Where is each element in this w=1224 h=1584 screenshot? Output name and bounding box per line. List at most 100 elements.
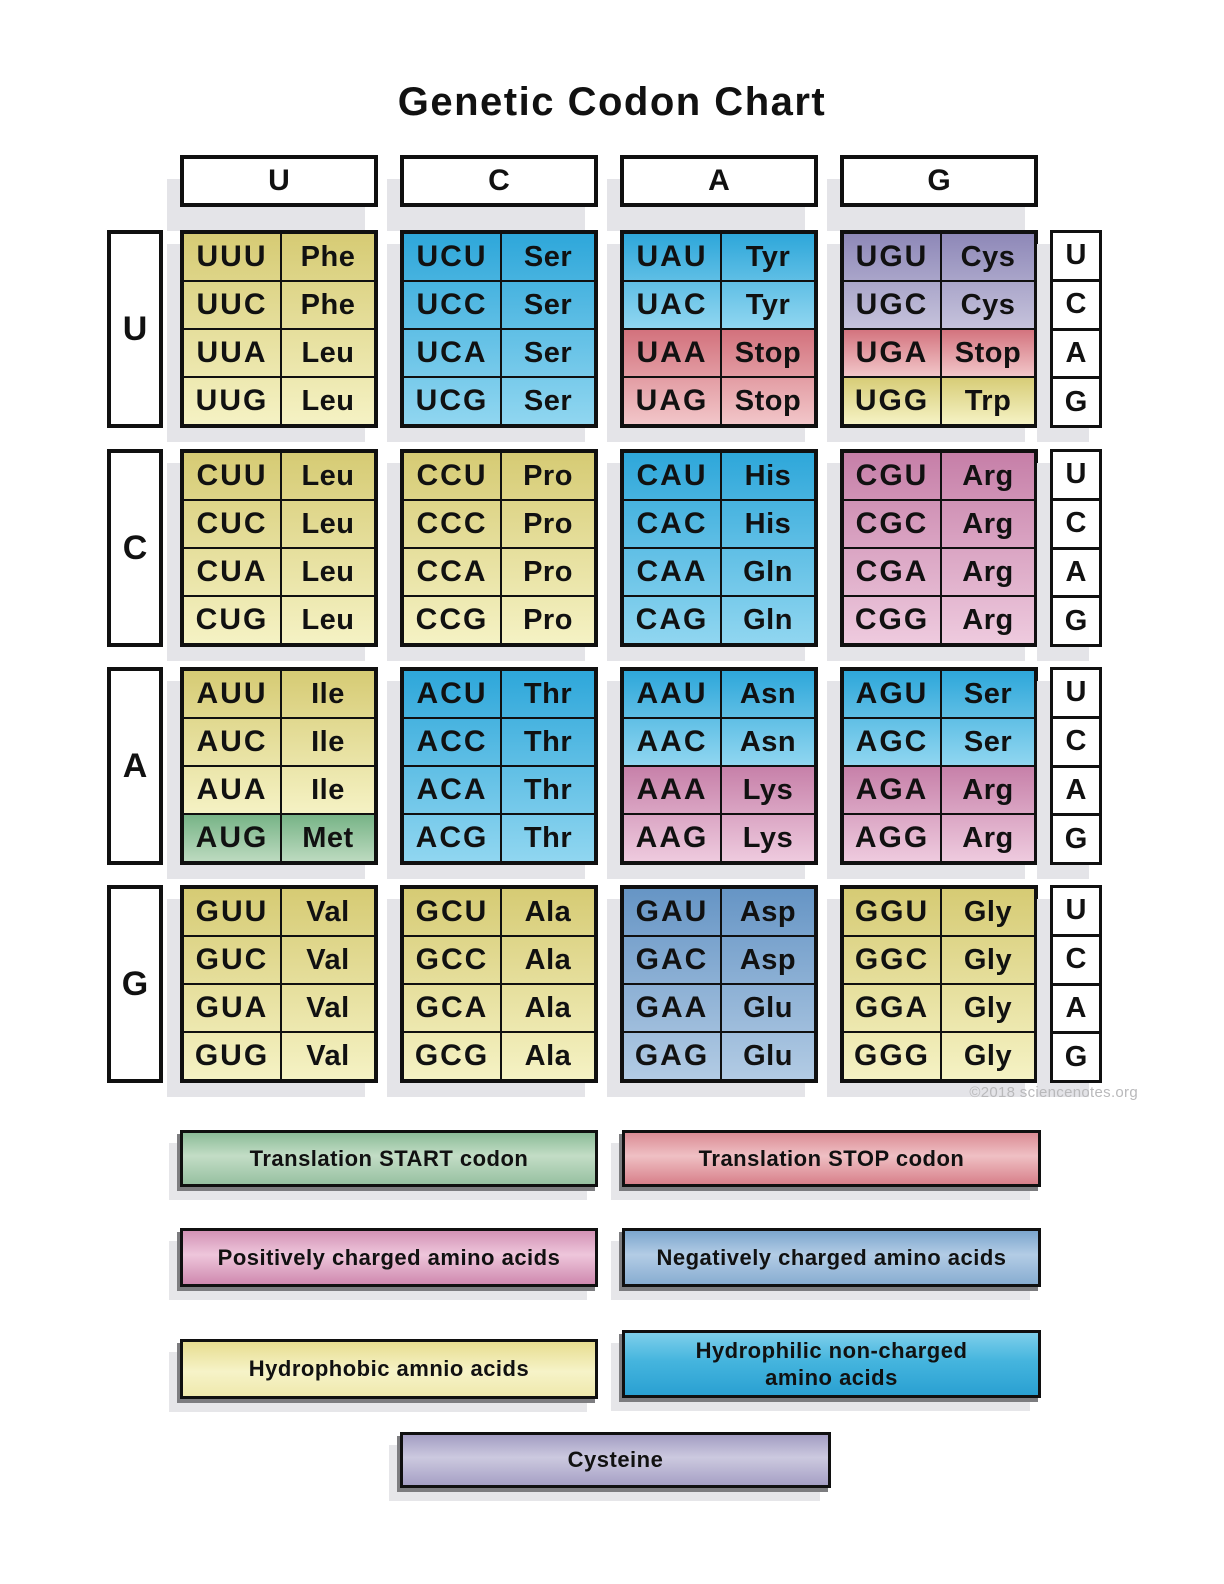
codon-cell: GUU [184, 889, 282, 935]
legend-hydrophilic-non-charged: Hydrophilic non-charged amino acids [622, 1330, 1041, 1398]
codon-row: CUU Leu [184, 453, 374, 499]
amino-acid-cell: Trp [964, 384, 1012, 417]
codon-row: GGA Gly [844, 983, 1034, 1031]
codon-cell: UGG [844, 378, 942, 424]
second-base-header-a: A [620, 155, 818, 207]
color-span-start: AUG Met [184, 813, 374, 861]
codon-cell: GAU [624, 889, 722, 935]
codon-cell: AUC [184, 719, 282, 765]
amino-acid-cell: Arg [962, 773, 1014, 806]
legend-translation-start-codon: Translation START codon [180, 1130, 598, 1187]
amino-acid-cell: Arg [962, 555, 1014, 588]
codon-cell: GAG [624, 1033, 722, 1079]
codon-row: GUU Val [184, 889, 374, 935]
amino-acid-cell: Thr [523, 773, 573, 806]
codon-row: GCC Ala [404, 935, 594, 983]
codon-cell: AAG [624, 815, 722, 861]
amino-acid-cell: Glu [743, 991, 793, 1024]
amino-acid-cell: Ile [311, 725, 345, 758]
amino-acid-cell: Tyr [745, 240, 791, 273]
codon-cell: GCG [404, 1033, 502, 1079]
copyright-watermark: ©2018 sciencenotes.org [969, 1084, 1138, 1101]
codon-cell: AGG [844, 815, 942, 861]
amino-acid-cell: Tyr [745, 288, 791, 321]
codon-row: UCC Ser [404, 280, 594, 328]
codon-cell: UAA [624, 330, 722, 376]
codon-row: GUA Val [184, 983, 374, 1031]
third-base-label: U [1050, 667, 1102, 719]
third-base-label: A [1050, 982, 1102, 1035]
codon-block-GG: GGU Gly GGC Gly GGA Gly GGG Gly [840, 885, 1038, 1083]
codon-row: AAG Lys [624, 813, 814, 861]
codon-cell: GUA [184, 985, 282, 1031]
color-span-hydrophilic: UCU Ser UCC Ser UCA Ser UCG Ser [404, 234, 594, 424]
codon-row: CCA Pro [404, 547, 594, 595]
codon-cell: CAA [624, 549, 722, 595]
codon-cell: CAG [624, 597, 722, 643]
color-span-hydrophobic: CCU Pro CCC Pro CCA Pro CCG Pro [404, 453, 594, 643]
codon-row: UGU Cys [844, 234, 1034, 280]
codon-row: CUG Leu [184, 595, 374, 643]
codon-row: AAU Asn [624, 671, 814, 717]
amino-acid-cell: Leu [301, 459, 355, 492]
color-span-negative: GAU Asp GAC Asp GAA Glu GAG Glu [624, 889, 814, 1079]
codon-cell: GUG [184, 1033, 282, 1079]
color-span-hydrophobic: GUU Val GUC Val GUA Val GUG Val [184, 889, 374, 1079]
codon-row: UUU Phe [184, 234, 374, 280]
codon-cell: CAU [624, 453, 722, 499]
amino-acid-cell: Asn [739, 677, 797, 710]
third-base-label: A [1050, 546, 1102, 599]
codon-row: GCU Ala [404, 889, 594, 935]
amino-acid-cell: Thr [523, 725, 573, 758]
codon-block-CU: CUU Leu CUC Leu CUA Leu CUG Leu [180, 449, 378, 647]
codon-cell: UAC [624, 282, 722, 328]
codon-row: UAU Tyr [624, 234, 814, 280]
amino-acid-cell: Thr [523, 677, 573, 710]
codon-cell: GCC [404, 937, 502, 983]
amino-acid-cell: Val [306, 1039, 350, 1072]
amino-acid-cell: Ser [963, 677, 1013, 710]
codon-row: CAC His [624, 499, 814, 547]
legend-negatively-charged: Negatively charged amino acids [622, 1228, 1041, 1287]
codon-cell: AUG [184, 815, 282, 861]
codon-row: GUC Val [184, 935, 374, 983]
codon-cell: AGC [844, 719, 942, 765]
amino-acid-cell: Gly [963, 991, 1013, 1024]
amino-acid-cell: Pro [523, 555, 573, 588]
codon-row: AGC Ser [844, 717, 1034, 765]
codon-row: UUC Phe [184, 280, 374, 328]
first-base-label-a: A [107, 667, 163, 865]
codon-cell: UUU [184, 234, 282, 280]
codon-row: CCC Pro [404, 499, 594, 547]
codon-cell: AUU [184, 671, 282, 717]
codon-row: ACG Thr [404, 813, 594, 861]
codon-cell: CCU [404, 453, 502, 499]
codon-row: AUC Ile [184, 717, 374, 765]
codon-cell: CUG [184, 597, 282, 643]
codon-block-CC: CCU Pro CCC Pro CCA Pro CCG Pro [400, 449, 598, 647]
codon-row: UAC Tyr [624, 280, 814, 328]
codon-cell: CCG [404, 597, 502, 643]
codon-row: GGG Gly [844, 1031, 1034, 1079]
codon-row: CCG Pro [404, 595, 594, 643]
codon-block-GC: GCU Ala GCC Ala GCA Ala GCG Ala [400, 885, 598, 1083]
codon-row: GGU Gly [844, 889, 1034, 935]
codon-cell: ACG [404, 815, 502, 861]
codon-cell: GGU [844, 889, 942, 935]
color-span-hydrophilic: CAU His CAC His CAA Gln CAG Gln [624, 453, 814, 643]
amino-acid-cell: Leu [301, 507, 355, 540]
color-span-positive: CGU Arg CGC Arg CGA Arg CGG Arg [844, 453, 1034, 643]
codon-cell: GGA [844, 985, 942, 1031]
color-span-hydrophobic: CUU Leu CUC Leu CUA Leu CUG Leu [184, 453, 374, 643]
codon-row: UAA Stop [624, 328, 814, 376]
codon-cell: UGA [844, 330, 942, 376]
codon-block-AU: AUU Ile AUC Ile AUA Ile AUG Met [180, 667, 378, 865]
amino-acid-cell: Ser [523, 384, 573, 417]
codon-cell: AAC [624, 719, 722, 765]
codon-row: GUG Val [184, 1031, 374, 1079]
amino-acid-cell: Asn [739, 725, 797, 758]
amino-acid-cell: Ala [524, 1039, 572, 1072]
codon-row: GCG Ala [404, 1031, 594, 1079]
codon-row: GGC Gly [844, 935, 1034, 983]
